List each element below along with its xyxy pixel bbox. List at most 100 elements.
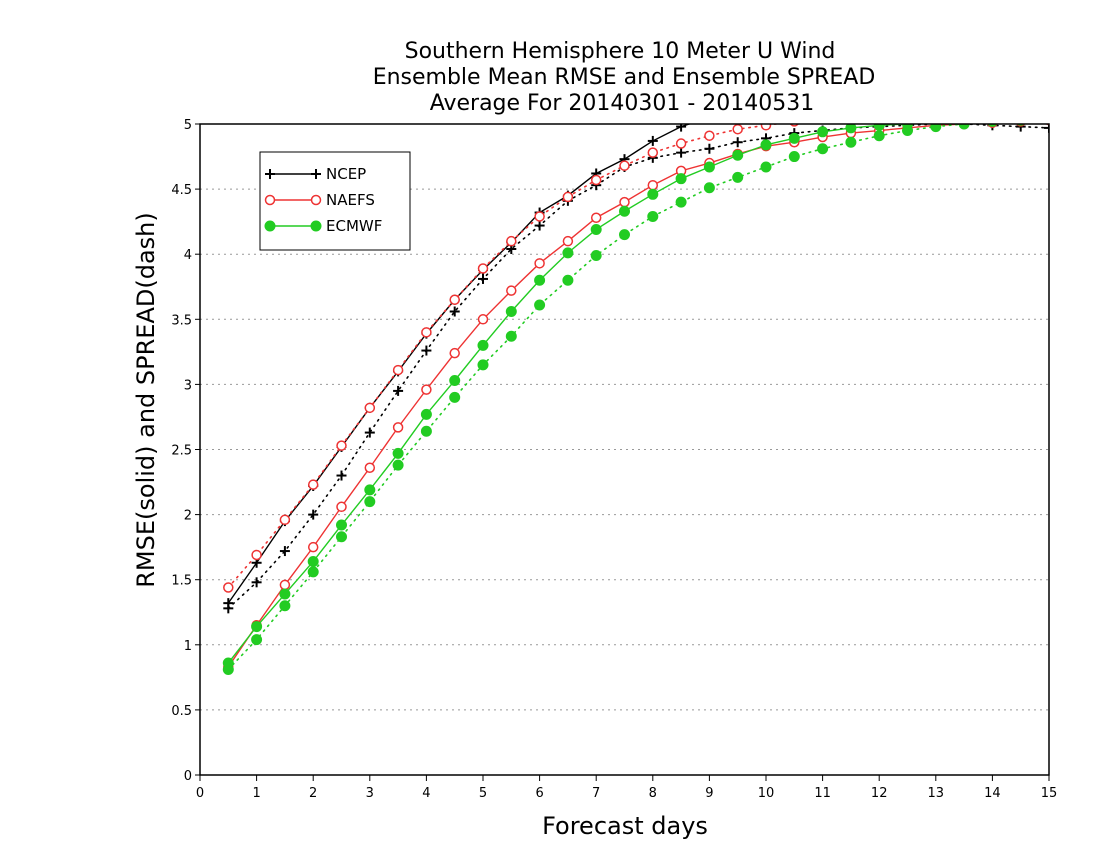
ecmwf-rmse-point [930,124,942,129]
ncep-rmse-point [959,89,969,99]
naefs-spread-point [675,138,687,149]
legend-marker-ncep [265,169,275,179]
naefs-rmse-point [534,258,545,269]
ecmwf-rmse-point [477,339,489,351]
legend-marker-ncep [311,169,321,179]
ecmwf-spread-point [420,425,432,437]
x-tick-label: 6 [535,786,543,801]
ecmwf-rmse-point [675,173,687,185]
ecmwf-rmse-point [562,247,574,259]
ecmwf-rmse-point [222,657,234,669]
naefs-rmse-point [364,462,376,473]
ecmwf-rmse-point [364,484,376,496]
y-tick-label: 0 [184,769,192,784]
ecmwf-spread-point [251,634,263,646]
ncep-rmse-point [676,124,687,132]
ecmwf-spread-point [1047,124,1049,125]
ecmwf-rmse-point [1047,124,1049,125]
naefs-rmse-point [506,285,517,296]
naefs-spread-point [421,327,432,338]
ecmwf-spread-point [675,196,687,208]
x-tick-label: 12 [871,786,888,801]
ecmwf-spread-point [619,229,630,241]
x-tick-label: 10 [758,786,775,801]
ecmwf-spread-point [703,182,715,194]
ecmwf-spread-point [873,130,885,142]
ecmwf-spread-point [817,143,829,155]
naefs-spread-point [821,124,824,125]
series-layer [222,89,1054,676]
ecmwf-rmse-point [845,124,857,134]
ecmwf-spread-point [788,151,800,163]
ecmwf-spread-point [590,250,602,262]
naefs-spread-point [1016,106,1025,115]
ecmwf-spread-point [392,459,404,471]
ecmwf-rmse-point [873,124,885,131]
ecmwf-spread-point [477,359,489,371]
ecmwf-rmse-point [902,124,913,130]
legend-box [259,151,411,251]
ecmwf-rmse-point [788,132,800,144]
naefs-rmse-point [619,196,630,208]
y-tick-label: 4.5 [171,183,192,198]
ncep-spread-point [676,147,687,158]
ecmwf-rmse-point [534,274,546,286]
naefs-rmse-point [449,347,460,359]
y-tick-label: 3 [184,378,192,393]
ecmwf-rmse-point [307,555,319,567]
naefs-rmse-point [392,422,404,433]
ecmwf-rmse-point [703,161,715,173]
ncep-rmse-point [931,90,941,100]
naefs-spread-point [449,294,460,306]
naefs-spread-point [279,514,291,526]
legend: NCEP NAEFS ECMWF [259,151,411,251]
chart-title-line-2: Ensemble Mean RMSE and Ensemble SPREAD [373,65,876,90]
ecmwf-spread-point [534,299,546,311]
naefs-spread-point [307,479,319,490]
naefs-rmse-point [421,384,432,395]
legend-marker-ecmwf [264,220,276,232]
naefs-spread-point [1045,106,1054,115]
ncep-spread-point [449,306,460,317]
x-tick-label: 7 [592,786,600,801]
ecmwf-spread-point [307,566,319,578]
x-axis-label: Forecast days [542,812,708,840]
naefs-spread-point [251,549,262,561]
x-tick-label: 8 [649,786,657,801]
ecmwf-spread-point [647,210,659,222]
grid-lines [200,188,1049,711]
ecmwf-rmse-line [227,124,923,664]
x-tick-label: 13 [928,786,945,801]
ecmwf-spread-point [845,136,857,148]
y-tick-label: 2 [184,509,192,524]
y-tick-label: 4 [184,248,192,263]
naefs-rmse-point [279,579,291,591]
naefs-spread-point [931,109,940,118]
ncep-rmse-point [818,97,828,107]
naefs-spread-line [227,124,782,589]
ncep-spread-point [732,137,743,148]
naefs-spread-point [704,130,715,141]
x-tick-label: 2 [309,786,317,801]
ecmwf-spread-point [505,330,517,342]
ecmwf-rmse-point [336,519,347,531]
ecmwf-rmse-point [449,374,461,386]
naefs-spread-point [392,364,404,376]
ncep-rmse-point [846,96,856,106]
legend-label-ecmwf: ECMWF [326,217,382,235]
ncep-spread-point [478,273,488,284]
naefs-spread-point [647,147,659,158]
x-tick-label: 14 [984,786,1001,801]
naefs-spread-point [988,106,997,115]
ncep-rmse-point [647,135,658,146]
y-tick-label: 3.5 [171,313,192,328]
naefs-rmse-point [1045,124,1049,126]
ncep-spread-point [1044,124,1049,133]
naefs-rmse-point [336,501,347,513]
naefs-rmse-point [562,235,574,247]
chart-title-line-3: Average For 20140301 - 20140531 [430,91,815,116]
naefs-spread-point [590,174,602,186]
naefs-spread-point [760,124,772,131]
axis-ticks: 00.511.522.533.544.550 1 2 3 4 5 6 7 8 9 10 11 12 13 1… [171,118,1057,801]
